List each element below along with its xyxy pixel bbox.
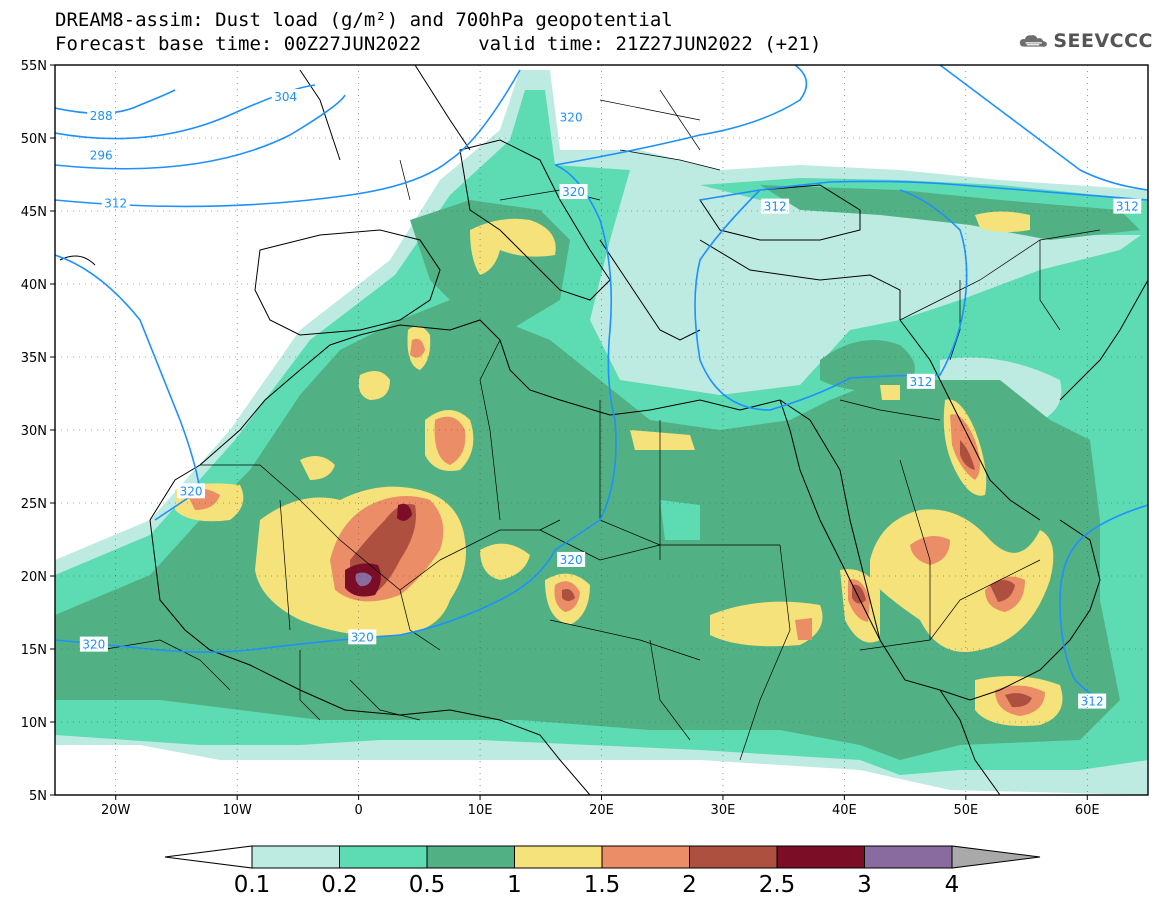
map-frame <box>54 64 1149 796</box>
contour-label-bg <box>557 109 586 125</box>
lat-tick-label: 10N <box>21 716 47 731</box>
colorbar-swatch <box>776 845 865 869</box>
contour-label-bg <box>79 636 108 652</box>
contour-label-bg <box>761 198 790 214</box>
contour-label: 320 <box>351 630 374 644</box>
colorbar-swatch <box>601 845 690 869</box>
colorbar-label: 0.2 <box>321 872 358 898</box>
contour-label-bg <box>1078 693 1107 709</box>
contour-label: 296 <box>90 149 113 163</box>
lon-tick-label: 10W <box>222 803 252 818</box>
coastlines <box>59 65 1148 795</box>
colorbar-under-triangle <box>164 845 253 869</box>
seevccc-logo: SEEVCCC <box>1018 26 1153 56</box>
contour-label-bg <box>559 184 588 200</box>
colorbar-label: 0.5 <box>409 872 446 898</box>
lat-tick-label: 15N <box>21 643 47 658</box>
contour-label: 304 <box>274 90 297 104</box>
colorbar-label: 0.1 <box>234 872 271 898</box>
lat-tick-label: 45N <box>21 205 47 220</box>
contour-label: 320 <box>560 111 583 125</box>
contour-label-bg <box>906 373 935 389</box>
lon-tick-label: 50E <box>953 803 978 818</box>
lon-tick-label: 10E <box>468 803 493 818</box>
contour-label: 312 <box>1081 695 1104 709</box>
colorbar-swatch <box>339 845 428 869</box>
colorbar-label: 2.5 <box>759 872 796 898</box>
lon-tick-label: 20W <box>101 803 131 818</box>
colorbar-swatch <box>514 845 603 869</box>
contour-label-bg <box>557 551 586 567</box>
colorbar-swatch <box>689 845 778 869</box>
lat-tick-label: 20N <box>21 570 47 585</box>
lon-tick-label: 40E <box>832 803 857 818</box>
lat-tick-label: 5N <box>29 789 47 804</box>
colorbar-label: 3 <box>857 872 872 898</box>
contour-label-bg <box>1113 198 1142 214</box>
contour-label-bg <box>348 629 377 645</box>
contour-label: 288 <box>90 109 113 123</box>
gridlines <box>55 65 1148 795</box>
lon-tick-label: 30E <box>711 803 736 818</box>
colorbar: 0.1 0.2 0.5 1 1.5 2 2.5 3 4 <box>164 845 1041 898</box>
lon-tick-label: 0 <box>354 803 362 818</box>
contour-label: 312 <box>764 200 787 214</box>
contour-label-bg <box>177 483 206 499</box>
lat-tick-label: 55N <box>21 59 47 74</box>
axis-ticks: 55N 50N 45N 40N 35N 30N 25N 20N 15N 10N 5N 20W 10W 0 1… <box>21 59 1100 818</box>
lat-tick-label: 50N <box>21 132 47 147</box>
lat-tick-label: 35N <box>21 351 47 366</box>
colorbar-label: 4 <box>945 872 960 898</box>
contour-label-bg <box>87 147 116 163</box>
contour-label: 312 <box>1116 200 1139 214</box>
colorbar-label: 1 <box>507 872 522 898</box>
colorbar-swatch <box>864 845 953 869</box>
contour-label-bg <box>271 89 300 105</box>
colorbar-label: 2 <box>682 872 697 898</box>
lat-tick-label: 25N <box>21 497 47 512</box>
colorbar-swatch <box>426 845 515 869</box>
lat-tick-label: 40N <box>21 278 47 293</box>
forecast-time-line: Forecast base time: 00Z27JUN2022 valid t… <box>55 33 822 55</box>
contour-label: 312 <box>909 375 932 389</box>
colorbar-swatch <box>251 845 340 869</box>
lon-tick-label: 60E <box>1075 803 1100 818</box>
colorbar-over-triangle <box>951 845 1041 869</box>
colorbar-label: 1.5 <box>584 872 621 898</box>
dust-load-field <box>55 65 1148 795</box>
map-title: DREAM8-assim: Dust load (g/m²) and 700hP… <box>55 9 673 31</box>
lon-tick-label: 20E <box>589 803 614 818</box>
contour-label-bg <box>87 108 116 124</box>
contour-label: 320 <box>180 484 203 498</box>
contour-label: 320 <box>562 185 585 199</box>
contour-label: 320 <box>82 638 105 652</box>
cloud-icon <box>1019 35 1047 47</box>
lat-tick-label: 30N <box>21 424 47 439</box>
contour-label: 320 <box>560 553 583 567</box>
logo-text: SEEVCCC <box>1053 30 1153 52</box>
